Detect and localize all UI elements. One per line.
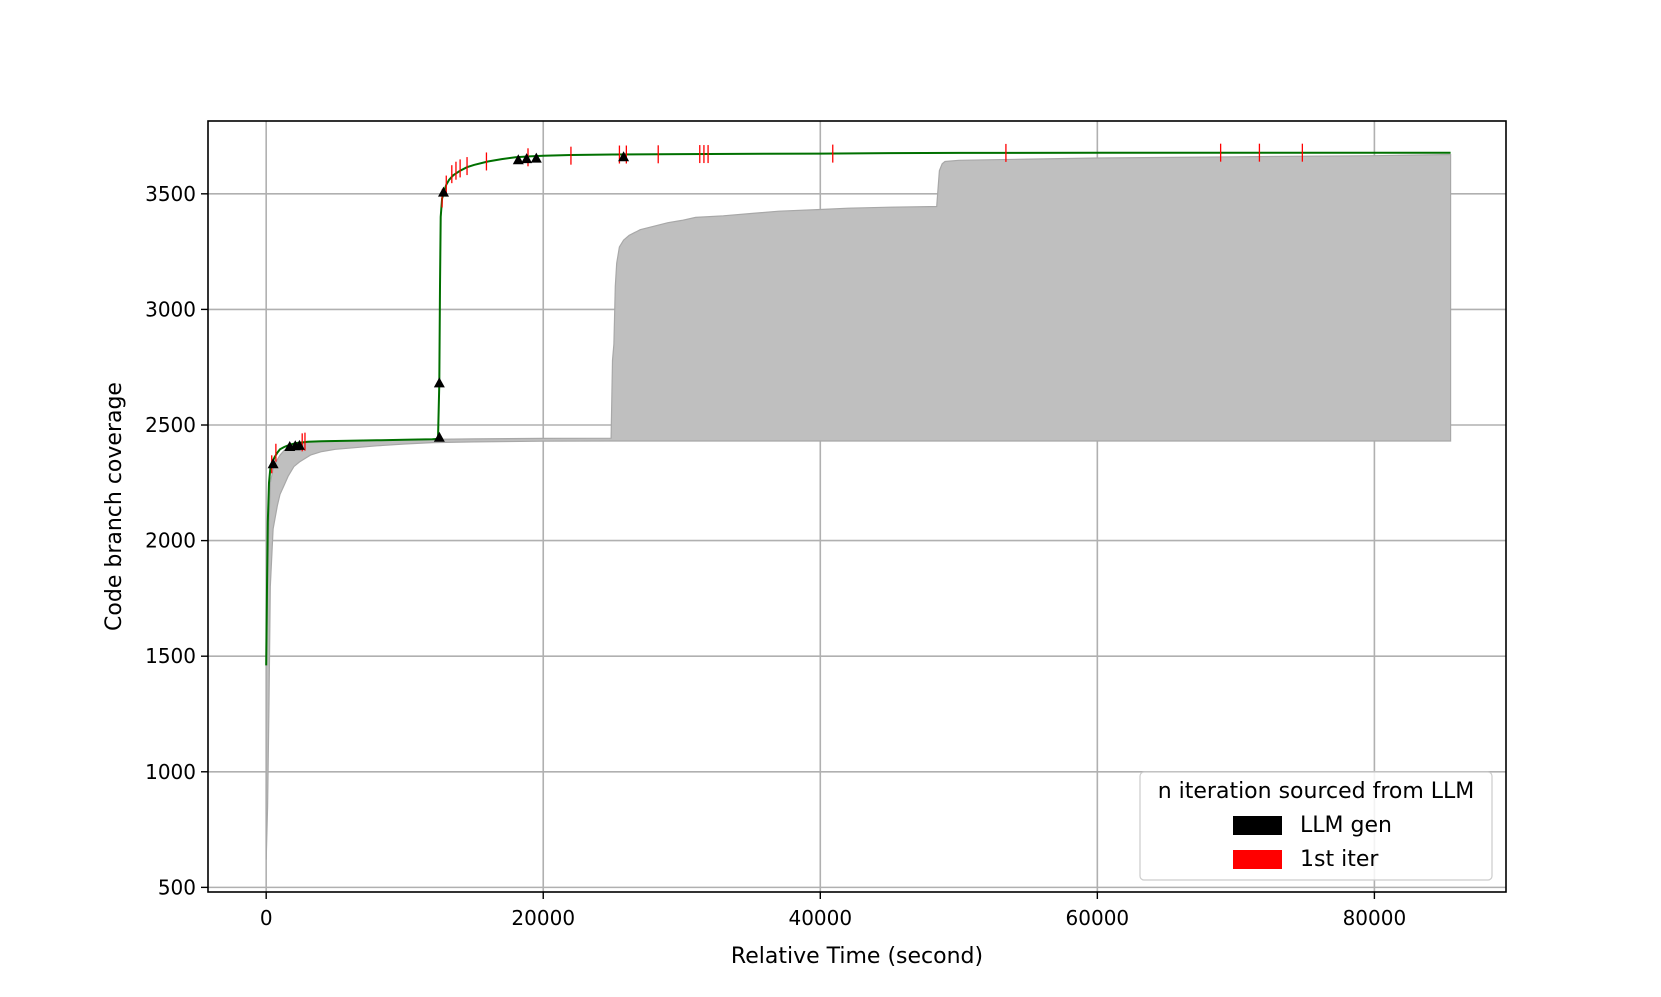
legend-title: n iteration sourced from LLM bbox=[1158, 779, 1475, 804]
y-tick-label: 2500 bbox=[145, 413, 196, 437]
y-tick-label: 2000 bbox=[145, 529, 196, 553]
y-tick-label: 1500 bbox=[145, 644, 196, 668]
legend-swatch-1st-iter bbox=[1233, 850, 1282, 869]
legend-label-llm-gen: LLM gen bbox=[1300, 813, 1392, 838]
legend-swatch-llm-gen bbox=[1233, 816, 1282, 835]
y-tick-label: 3500 bbox=[145, 182, 196, 206]
x-axis-label: Relative Time (second) bbox=[731, 944, 983, 969]
x-tick-label: 0 bbox=[260, 906, 273, 930]
y-tick-label: 3000 bbox=[145, 297, 196, 321]
legend-label-1st-iter: 1st iter bbox=[1300, 847, 1379, 872]
y-tick-label: 1000 bbox=[145, 760, 196, 784]
y-tick-label: 500 bbox=[158, 875, 196, 899]
x-tick-label: 40000 bbox=[788, 906, 852, 930]
legend: n iteration sourced from LLM LLM gen 1st… bbox=[1140, 772, 1492, 880]
x-tick-label: 80000 bbox=[1343, 906, 1407, 930]
y-axis-label: Code branch coverage bbox=[102, 382, 127, 631]
x-tick-label: 60000 bbox=[1066, 906, 1130, 930]
x-tick-label: 20000 bbox=[511, 906, 575, 930]
